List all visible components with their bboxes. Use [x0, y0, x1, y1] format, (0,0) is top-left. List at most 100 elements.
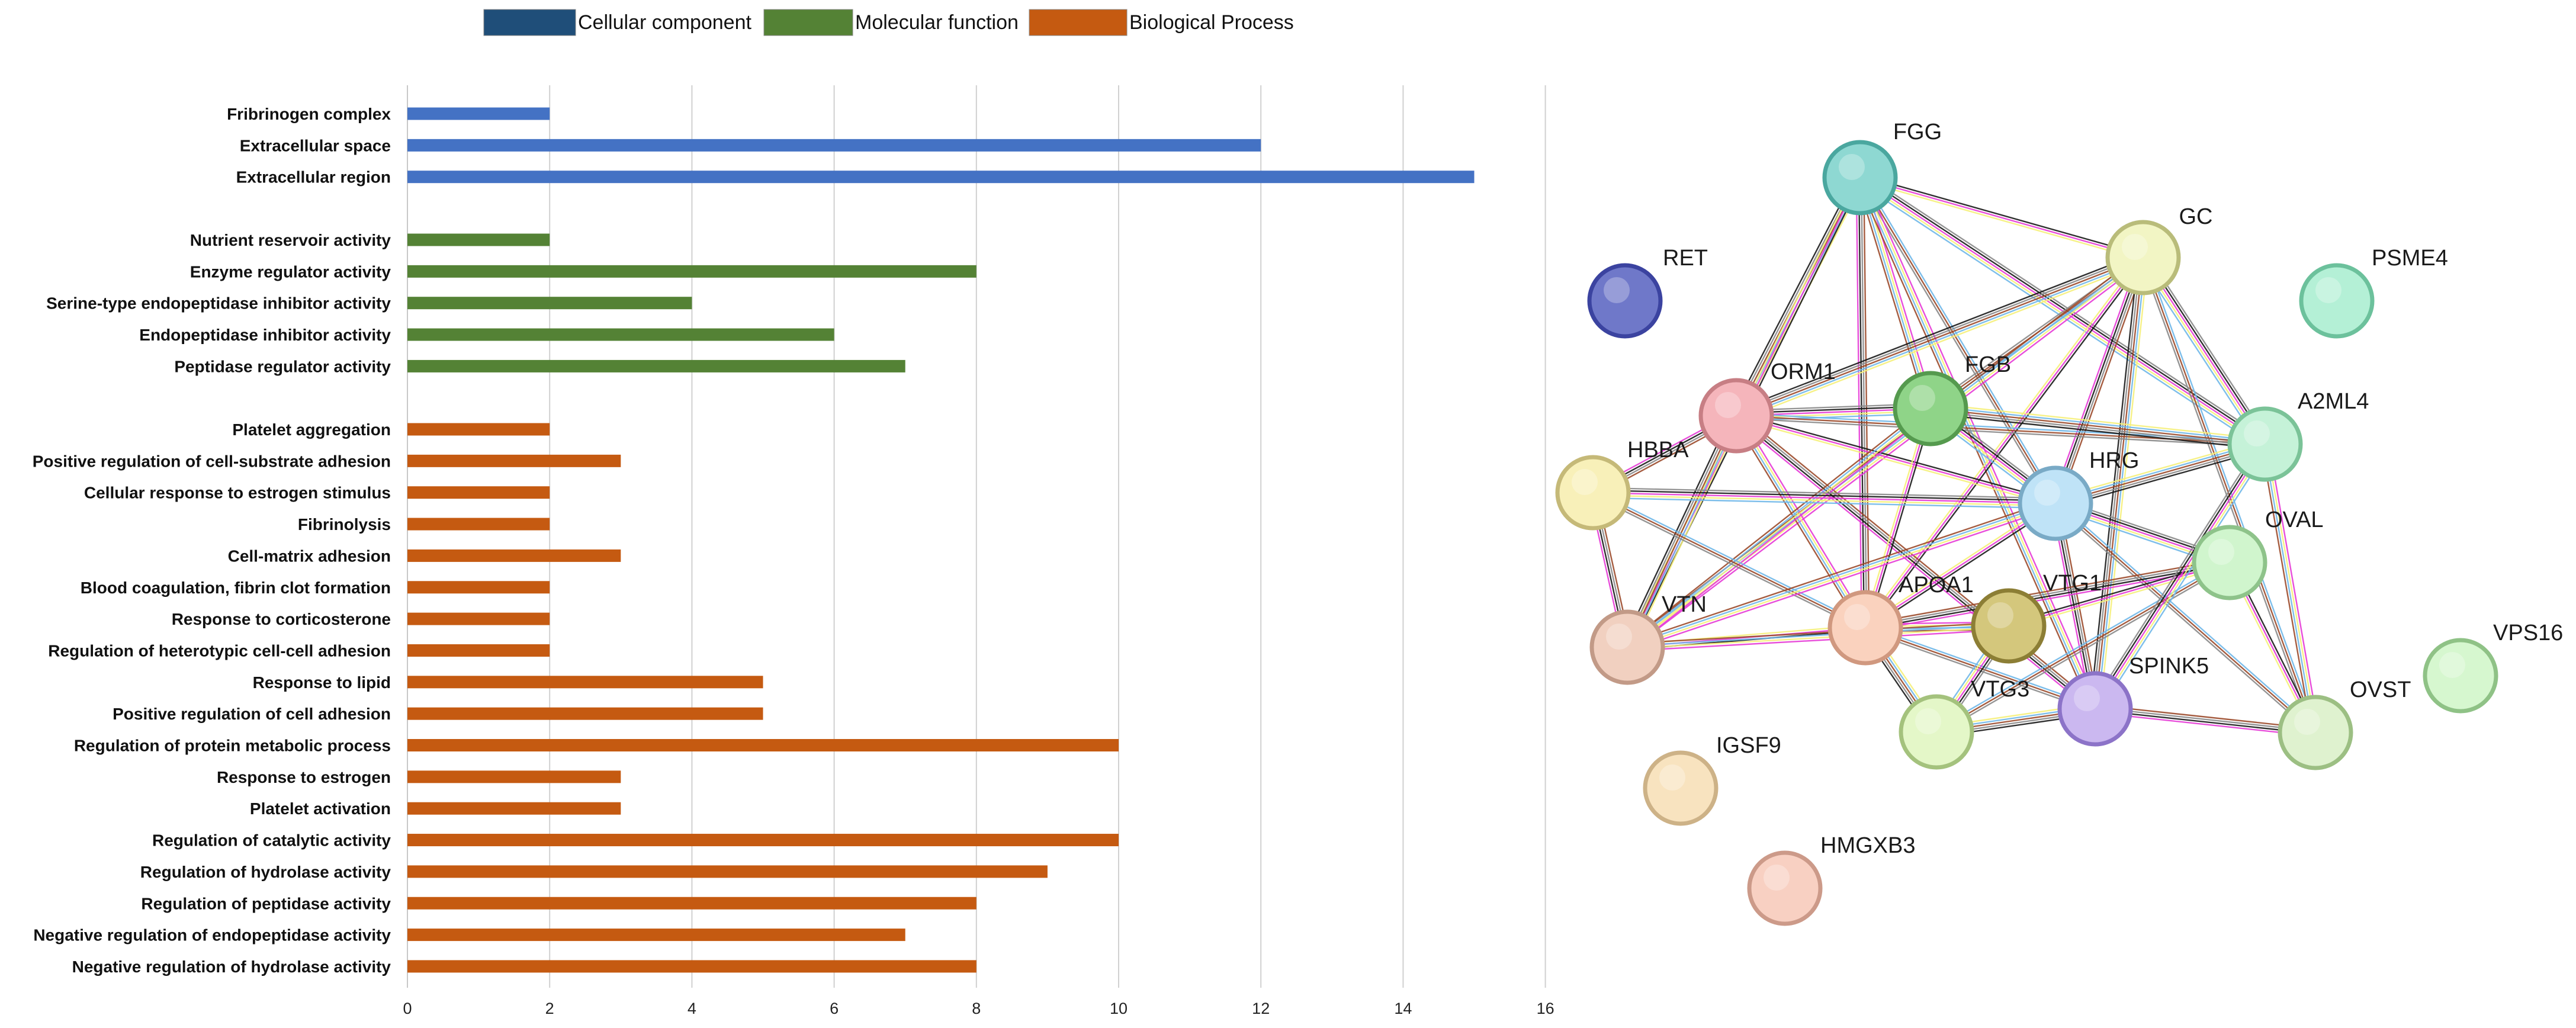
category-label: Blood coagulation, fibrin clot formation — [81, 579, 391, 597]
node-circle[interactable] — [1893, 371, 1968, 446]
edge-a2ml4-ovst — [2260, 443, 2320, 734]
node-vtg3[interactable]: VTG3 — [1899, 677, 2029, 770]
edge-fgb-a2ml4 — [1929, 403, 2266, 450]
node-label: OVAL — [2265, 507, 2324, 532]
node-hmgxb3[interactable]: HMGXB3 — [1747, 833, 1915, 926]
node-fgb[interactable]: FGB — [1893, 352, 2011, 446]
x-tick-label: 2 — [545, 1000, 554, 1017]
category-label: Negative regulation of hydrolase activit… — [72, 958, 391, 976]
edge-gc-apoa1 — [1862, 255, 2146, 630]
node-circle[interactable] — [1555, 455, 1631, 531]
category-label: Regulation of protein metabolic process — [74, 737, 391, 755]
x-tick-label: 14 — [1394, 1000, 1412, 1017]
node-vtn[interactable]: VTN — [1589, 592, 1707, 685]
node-label: VTN — [1662, 592, 1707, 617]
node-circle[interactable] — [2018, 465, 2093, 541]
bar-extracellular-space — [407, 139, 1261, 152]
node-label: OVST — [2350, 677, 2411, 702]
bar-platelet-activation — [407, 802, 621, 815]
node-circle[interactable] — [1589, 609, 1665, 685]
category-label: Nutrient reservoir activity — [190, 231, 391, 249]
edge-hrg-vtn — [1626, 499, 2057, 652]
node-circle[interactable] — [2299, 263, 2375, 339]
x-tick-label: 16 — [1537, 1000, 1554, 1017]
x-tick-label: 6 — [830, 1000, 839, 1017]
category-label: Serine-type endopeptidase inhibitor acti… — [46, 294, 391, 313]
legend-label-biological-process: Biological Process — [1129, 11, 1294, 34]
bar-fibrinolysis — [407, 518, 550, 531]
node-psme4[interactable]: PSME4 — [2299, 246, 2448, 339]
node-oval[interactable]: OVAL — [2192, 507, 2324, 600]
edge-fgb-apoa1 — [1862, 407, 1934, 629]
node-label: SPINK5 — [2129, 654, 2209, 679]
node-vps16[interactable]: VPS16 — [2423, 621, 2563, 714]
node-circle[interactable] — [1698, 378, 1774, 454]
node-spink5[interactable]: SPINK5 — [2057, 654, 2209, 747]
category-label: Negative regulation of endopeptidase act… — [33, 926, 391, 945]
node-label: FGG — [1893, 120, 1942, 144]
node-ret[interactable]: RET — [1587, 246, 1708, 339]
edge-apoa1-oval — [1864, 558, 2231, 632]
node-label: VTG1 — [2043, 571, 2102, 596]
string-network: FGG GC RET PSME4 ORM1 FGB A2ML4 HBBA HRG OVAL VTN A… — [1555, 120, 2563, 926]
category-label: Fibrinolysis — [298, 515, 391, 534]
node-circle[interactable] — [2192, 525, 2267, 600]
edge-orm1-hrg — [1735, 412, 2057, 507]
edge-hrg-ovst — [2053, 500, 2318, 735]
chart-gridlines — [407, 85, 1546, 988]
bar-positive-regulation-of-cell-adhesion — [407, 707, 763, 720]
node-a2ml4[interactable]: A2ML4 — [2227, 389, 2369, 482]
category-labels: Fribrinogen complex Extracellular space Ex… — [33, 105, 391, 976]
node-hrg[interactable]: HRG — [2018, 448, 2139, 541]
node-vtg1[interactable]: VTG1 — [1971, 571, 2102, 664]
node-label: ORM1 — [1771, 359, 1836, 384]
bar-negative-regulation-of-hydrolase-activity — [407, 960, 977, 973]
node-circle[interactable] — [2057, 671, 2133, 747]
node-circle[interactable] — [2278, 695, 2353, 770]
category-label: Positive regulation of cell-substrate ad… — [33, 452, 391, 470]
node-circle[interactable] — [2423, 638, 2498, 714]
node-circle[interactable] — [1899, 694, 1974, 770]
node-ovst[interactable]: OVST — [2278, 677, 2411, 770]
node-circle[interactable] — [1747, 850, 1823, 926]
edge-fgg-apoa1 — [1855, 177, 1870, 628]
bar-regulation-of-peptidase-activity — [407, 897, 977, 910]
node-circle[interactable] — [2227, 406, 2303, 482]
node-gc[interactable]: GC — [2105, 204, 2213, 295]
bar-blood-coagulation-fibrin-clot-formation — [407, 581, 550, 594]
node-circle[interactable] — [1643, 750, 1719, 826]
node-label: A2ML4 — [2298, 389, 2369, 414]
category-label: Positive regulation of cell adhesion — [113, 705, 391, 723]
edge-gc-orm1 — [1734, 252, 2145, 421]
node-igsf9[interactable]: IGSF9 — [1643, 733, 1781, 826]
category-label: Regulation of peptidase activity — [141, 894, 391, 913]
node-circle[interactable] — [1587, 263, 1663, 339]
x-tick-label: 0 — [403, 1000, 412, 1017]
bar-cellular-response-to-estrogen-stimulus — [407, 486, 550, 499]
bar-regulation-of-protein-metabolic-process — [407, 739, 1119, 751]
bar-negative-regulation-of-endopeptidase-activity — [407, 929, 905, 942]
node-circle[interactable] — [1822, 140, 1898, 216]
node-label: HMGXB3 — [1820, 833, 1915, 858]
category-label: Enzyme regulator activity — [190, 262, 391, 281]
x-tick-label: 10 — [1110, 1000, 1128, 1017]
edge-fgb-vtn — [1624, 405, 1933, 651]
node-apoa1[interactable]: APOA1 — [1827, 573, 1974, 666]
node-hbba[interactable]: HBBA — [1555, 438, 1689, 531]
x-axis-ticks: 0 2 4 6 8 10 12 14 16 — [403, 1000, 1554, 1017]
node-circle[interactable] — [1827, 590, 1903, 666]
bar-regulation-of-catalytic-activity — [407, 834, 1119, 847]
edge-spink5-a2ml4 — [2090, 441, 2270, 712]
category-label: Extracellular region — [236, 168, 391, 187]
bar-serine-type-endopeptidase-inhibitor-activity — [407, 297, 692, 310]
category-label: Fribrinogen complex — [227, 105, 391, 123]
node-label: FGB — [1965, 352, 2011, 377]
edge-hbba-apoa1 — [1591, 490, 1867, 631]
node-circle[interactable] — [2105, 220, 2181, 295]
edge-hrg-apoa1 — [1864, 500, 2057, 631]
node-orm1[interactable]: ORM1 — [1698, 359, 1836, 454]
node-circle[interactable] — [1971, 588, 2047, 664]
category-label: Response to corticosterone — [172, 610, 391, 628]
node-fgg[interactable]: FGG — [1822, 120, 1942, 216]
